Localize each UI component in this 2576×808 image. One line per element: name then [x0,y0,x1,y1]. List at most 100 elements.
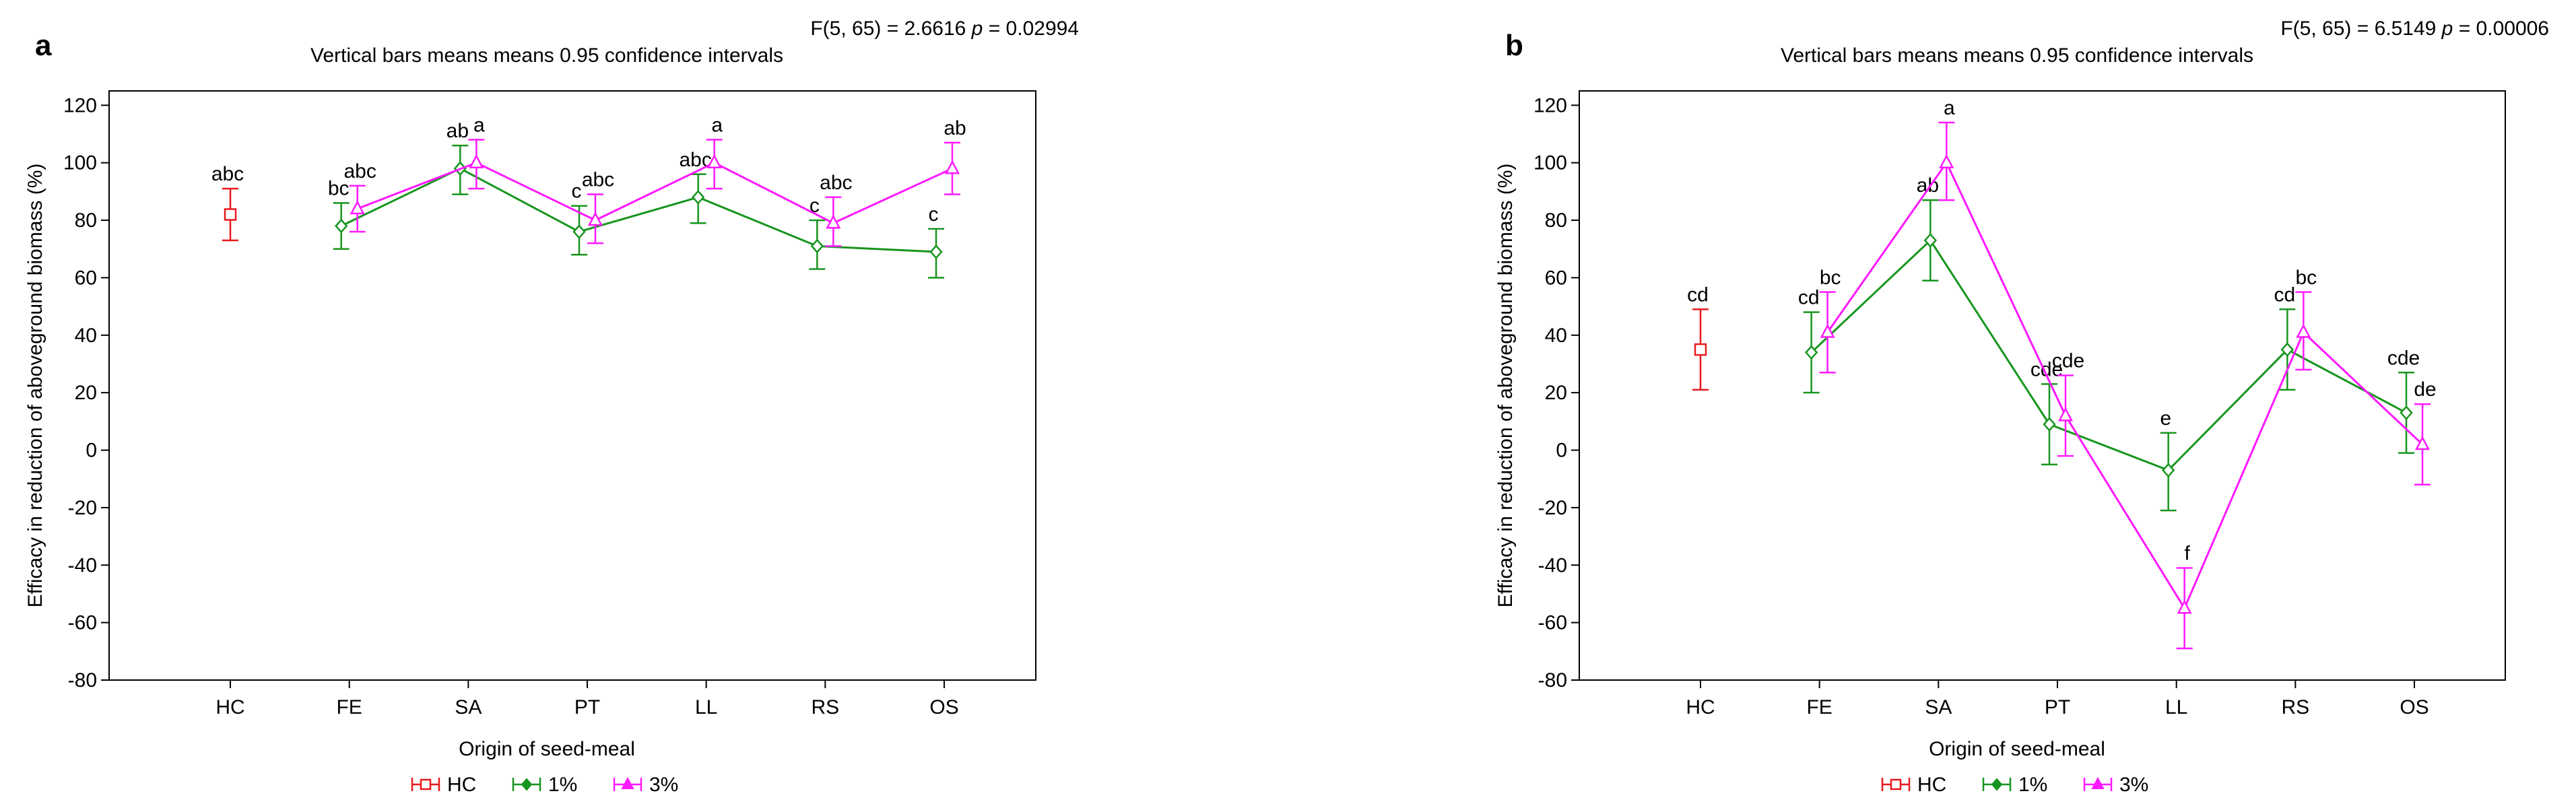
data-label: cd [1687,283,1709,306]
data-label: a [1944,97,1955,119]
data-point [350,200,365,215]
data-point [706,154,722,168]
y-tick-label: 80 [1545,209,1567,232]
data-point [810,238,824,254]
data-label: cde [2052,350,2084,372]
y-tick-label: -60 [68,612,97,634]
legend: HC 1% 3% [1881,774,2148,796]
data-label: cde [2387,347,2420,369]
data-point [469,154,484,168]
legend-marker [621,776,634,789]
legend-label: HC [1917,774,1946,796]
y-tick-label: 60 [75,267,97,289]
series-line [1826,160,2424,611]
data-label: cd [2274,283,2295,306]
y-tick-label: -80 [68,669,97,692]
data-label: bc [1820,267,1841,289]
data-point [944,160,960,174]
plot-frame [108,90,1036,681]
data-point [929,244,943,259]
data-point [1694,343,1707,356]
panel-letter: a [35,29,52,62]
y-tick-label: 100 [1533,152,1567,174]
legend: HC 1% 3% [411,774,678,796]
data-point [1804,345,1818,360]
data-point [2414,436,2431,450]
legend-marker [1890,778,1902,790]
y-tick-label: -40 [1538,554,1567,576]
series-line [1810,238,2407,472]
data-label: f [2184,543,2190,565]
data-point [2400,405,2413,420]
data-label: abc [343,160,376,182]
y-tick-label: 100 [63,152,97,174]
series-HC: cd [1687,283,1709,391]
x-tick-label: OS [2400,696,2429,718]
y-tick-label: 120 [1533,94,1567,116]
data-label: c [929,203,939,226]
x-tick-label: RS [2281,696,2309,718]
data-label: ab [447,120,469,142]
data-label: abc [820,172,852,194]
series-3pct: bc a cde f bc de [1819,97,2437,650]
x-axis-label: Origin of seed-meal [459,738,635,760]
y-tick-label: 20 [75,382,97,404]
data-label: de [2414,378,2436,401]
series-line [357,162,953,225]
x-tick-label: FE [1806,696,1832,718]
y-axis-label: Efficacy in reduction of aboveground bio… [24,164,46,608]
series-HC: abc [211,163,244,242]
data-point [1939,154,1954,168]
data-point [587,211,603,226]
x-tick-label: SA [455,696,482,718]
y-tick-label: 120 [63,94,97,116]
plot-frame [1579,90,2506,681]
y-tick-label: 0 [1556,440,1567,462]
x-tick-label: OS [929,696,958,718]
y-tick-label: 40 [75,325,97,347]
legend-marker [1991,778,2003,791]
data-label: cd [1798,287,1820,309]
y-tick-label: 20 [1545,382,1567,404]
data-label: abc [211,163,244,185]
y-tick-label: 80 [75,209,97,232]
data-point [224,208,237,221]
data-label: ab [944,117,966,139]
data-label: a [473,114,485,137]
y-tick-label: 40 [1545,325,1567,347]
data-point [2280,342,2294,358]
chart-panel-b: b F(5, 65) = 6.5149 p = 0.00006 Vertical b… [1494,18,2549,796]
x-tick-label: HC [216,696,244,718]
y-tick-label: -20 [68,497,97,519]
stats-text: F(5, 65) = 2.6616 p = 0.02994 [810,18,1079,40]
chart-panel-a: a F(5, 65) = 2.6616 p = 0.02994 Vertical b… [24,18,1079,796]
data-point [1820,323,1835,338]
x-tick-label: SA [1925,696,1952,718]
data-point [2043,417,2056,432]
y-tick-label: 0 [86,440,97,462]
data-label: abc [679,149,711,171]
data-point [2161,463,2175,478]
legend-marker [2091,776,2105,789]
x-tick-label: PT [574,696,600,718]
legend-marker [521,778,533,791]
y-tick-label: 60 [1545,267,1567,289]
data-point [334,218,348,234]
x-tick-label: LL [2165,696,2187,718]
series-line [341,167,937,253]
stats-text: F(5, 65) = 6.5149 p = 0.00006 [2280,18,2549,40]
y-tick-label: -60 [1538,612,1567,634]
x-tick-label: PT [2045,696,2070,718]
legend-label: 3% [2119,774,2148,796]
y-tick-label: -80 [1538,669,1567,692]
data-point [691,190,705,205]
data-label: a [711,114,723,137]
legend-label: 1% [548,774,577,796]
x-tick-label: LL [695,696,717,718]
y-axis-label: Efficacy in reduction of aboveground bio… [1494,164,1517,608]
data-label: bc [2295,267,2317,289]
y-tick-label: -40 [68,554,97,576]
x-tick-label: RS [811,696,839,718]
